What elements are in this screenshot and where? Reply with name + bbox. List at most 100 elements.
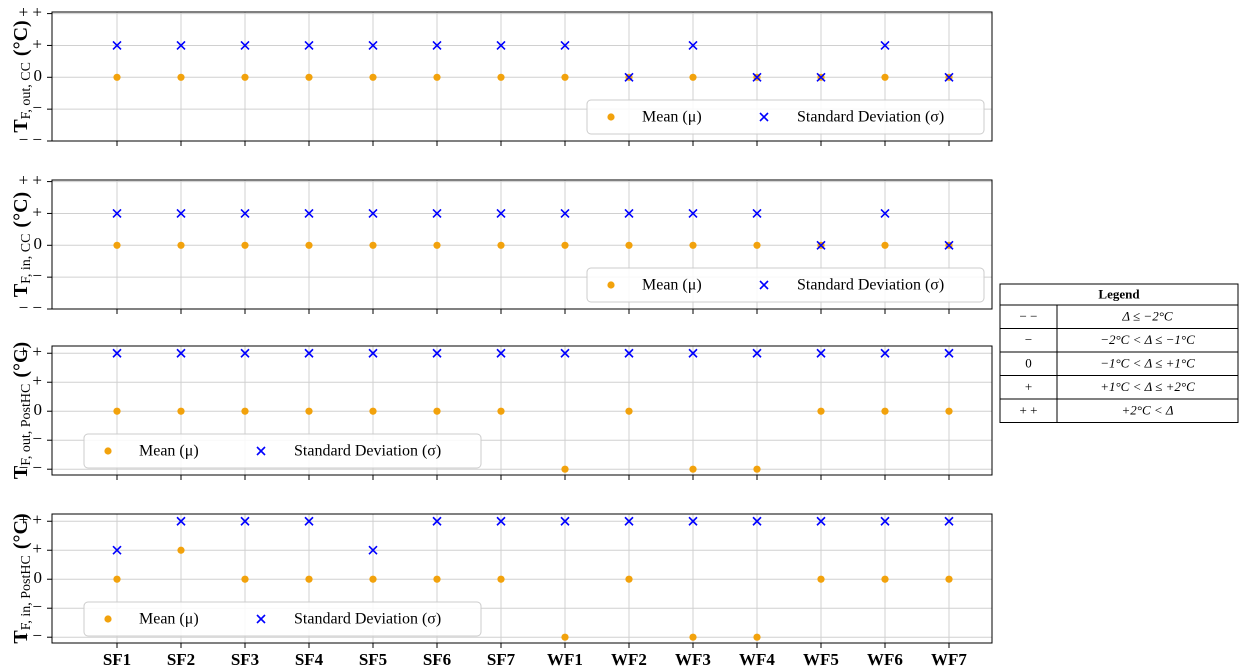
legend-box: [586, 267, 985, 303]
x-stroke: [624, 348, 634, 358]
std-marker: [432, 348, 442, 358]
y-tick-label: −: [32, 429, 42, 448]
x-stroke: [368, 40, 378, 51]
std-marker: [752, 72, 762, 82]
y-tick-label: +: [32, 34, 42, 53]
y-axis-label: TF, in, CC (°C): [10, 192, 35, 297]
y-tick-label: 0: [34, 66, 43, 85]
y-label-sub: F, in, PostHC: [19, 555, 34, 630]
mean-marker: [817, 407, 825, 415]
legend-label: Mean (μ): [139, 611, 199, 628]
std-marker: [240, 348, 250, 358]
mean-marker: [305, 407, 313, 415]
mean-marker: [305, 575, 313, 583]
mean-marker: [369, 73, 377, 81]
std-marker: [688, 516, 698, 526]
mean-marker: [881, 575, 889, 583]
y-label-main: T: [10, 630, 32, 644]
x-stroke: [624, 516, 634, 526]
x-stroke: [368, 545, 378, 555]
std-marker: [560, 516, 570, 526]
std-marker: [560, 348, 570, 358]
x-stroke: [176, 516, 186, 526]
std-marker: [624, 348, 634, 358]
y-tick-label: − −: [19, 130, 42, 149]
std-marker: [688, 40, 698, 51]
mean-marker: [113, 241, 121, 249]
std-marker: [624, 72, 634, 82]
std-marker: [624, 208, 634, 219]
std-marker: [560, 40, 570, 51]
table-cell: +1°C < Δ ≤ +2°C: [1100, 379, 1195, 394]
std-marker: [496, 208, 506, 219]
y-tick-label: 0: [34, 568, 43, 587]
std-marker: [240, 40, 250, 51]
std-marker: [496, 40, 506, 51]
std-marker: [816, 348, 826, 358]
mean-marker: [497, 241, 505, 249]
legend-marker: [607, 113, 615, 121]
legend-marker: [759, 280, 769, 290]
std-marker: [944, 516, 954, 526]
legend-box: [586, 99, 985, 135]
x-tick-label: SF4: [295, 650, 324, 669]
std-marker: [368, 545, 378, 555]
y-label-main: T: [10, 283, 32, 297]
mean-marker: [881, 241, 889, 249]
x-stroke: [560, 348, 570, 358]
x-stroke: [560, 208, 570, 219]
mean-marker: [561, 73, 569, 81]
std-marker: [112, 40, 122, 51]
y-tick-label: + +: [19, 510, 42, 529]
x-stroke: [688, 348, 698, 358]
std-marker: [816, 240, 826, 250]
x-stroke: [944, 516, 954, 526]
x-stroke: [944, 348, 954, 358]
x-stroke: [112, 545, 122, 555]
std-marker: [816, 72, 826, 82]
x-tick-label: WF6: [867, 650, 903, 669]
std-marker: [176, 516, 186, 526]
y-label-sub: F, out, CC: [19, 62, 34, 119]
y-tick-label: + +: [19, 342, 42, 361]
std-marker: [880, 208, 890, 219]
mean-marker: [625, 241, 633, 249]
mean-marker: [753, 241, 761, 249]
y-tick-label: + +: [19, 2, 42, 21]
x-stroke: [752, 348, 762, 358]
legend-label: Standard Deviation (σ): [294, 443, 441, 460]
mean-marker: [241, 73, 249, 81]
x-stroke: [944, 72, 954, 82]
std-marker: [752, 348, 762, 358]
std-marker: [752, 208, 762, 219]
mean-marker: [497, 575, 505, 583]
y-label-unit: (°C): [10, 192, 32, 228]
y-tick-label: −: [32, 597, 42, 616]
mean-marker: [369, 241, 377, 249]
x-stroke: [240, 348, 250, 358]
std-marker: [496, 348, 506, 358]
mean-marker: [241, 241, 249, 249]
y-tick-label: +: [32, 202, 42, 221]
std-marker: [688, 348, 698, 358]
x-tick-label: SF1: [103, 650, 131, 669]
x-stroke: [240, 40, 250, 51]
y-tick-label: 0: [34, 400, 43, 419]
table-cell: −: [1025, 332, 1032, 347]
std-marker: [112, 208, 122, 219]
mean-marker: [177, 73, 185, 81]
legend-label: Mean (μ): [642, 109, 702, 126]
legend-label: Standard Deviation (σ): [294, 611, 441, 628]
mean-marker: [561, 633, 569, 641]
table-title: Legend: [1098, 286, 1140, 301]
table-cell: 0: [1025, 356, 1032, 371]
x-stroke: [112, 348, 122, 358]
mean-marker: [497, 73, 505, 81]
x-tick-label: WF4: [739, 650, 775, 669]
x-stroke: [432, 348, 442, 358]
x-stroke: [432, 40, 442, 51]
std-marker: [176, 348, 186, 358]
x-stroke: [624, 208, 634, 219]
x-stroke: [112, 208, 122, 219]
